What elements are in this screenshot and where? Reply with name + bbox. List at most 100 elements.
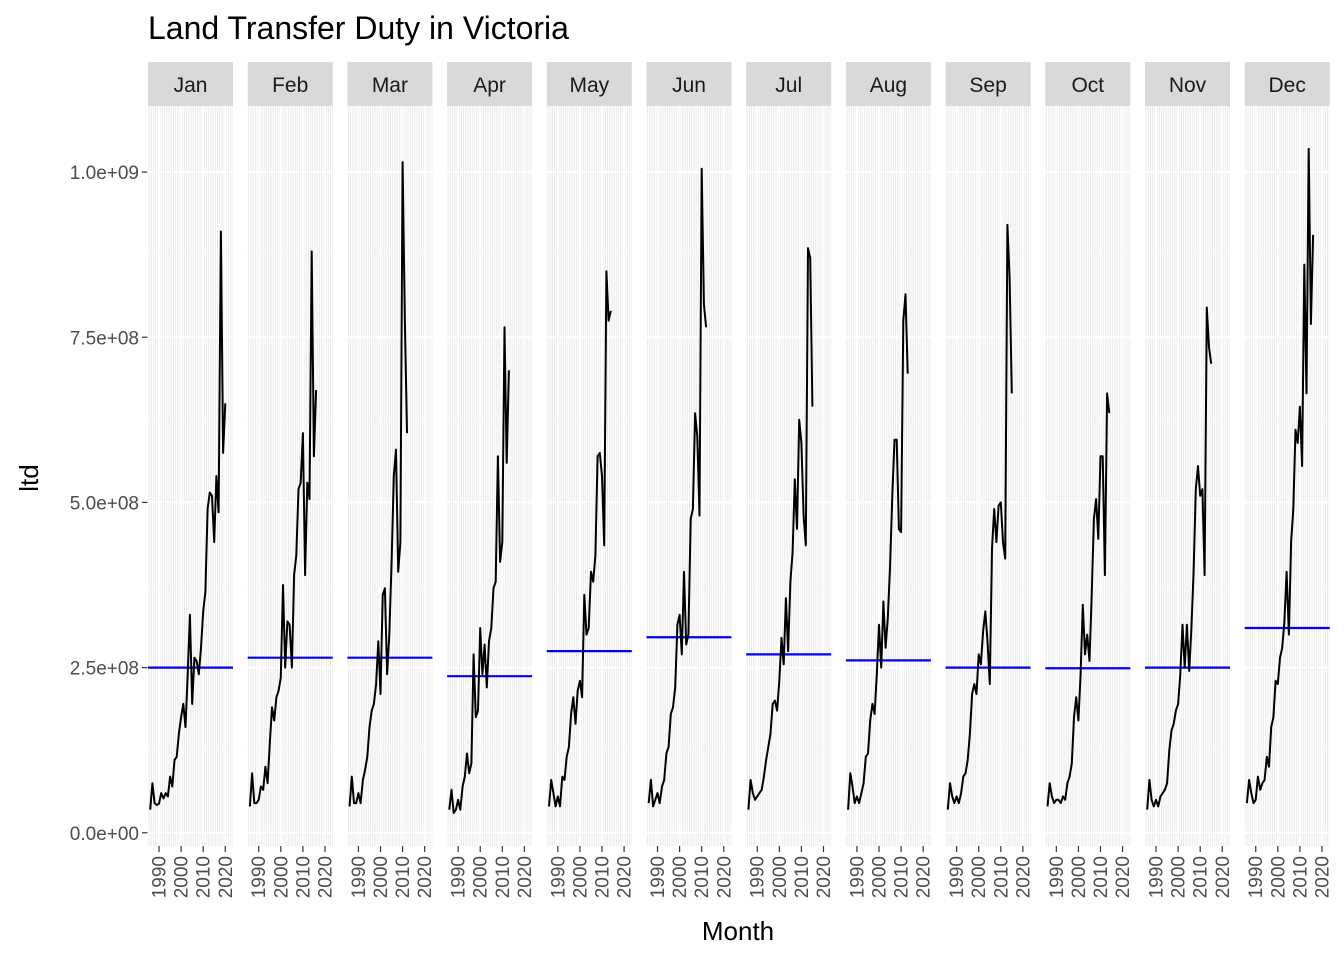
facet-strip-label: Apr <box>473 74 506 97</box>
facet-panel-sep: Sep 1990 2000 2010 2020 <box>945 62 1034 898</box>
x-tick-label: 2010 <box>991 856 1012 898</box>
facet-panel-nov: Nov 1990 2000 2010 2020 <box>1144 62 1234 898</box>
x-tick-label: 2020 <box>1213 856 1234 898</box>
x-tick-label: 2010 <box>1091 856 1112 898</box>
y-tick-label: 2.5e+08 <box>70 659 139 680</box>
series-line <box>248 250 318 807</box>
y-tick-label: 1.0e+09 <box>70 163 139 184</box>
x-tick-label: 2000 <box>172 856 193 898</box>
x-tick-label: 1990 <box>150 856 171 898</box>
x-tick-label: 2020 <box>216 856 237 898</box>
x-tick-label: 2010 <box>593 856 614 898</box>
x-tick-label: 2010 <box>1191 856 1212 898</box>
x-tick-label: 2010 <box>194 856 215 898</box>
series-line <box>1245 147 1315 805</box>
x-tick-label: 2010 <box>892 856 913 898</box>
facet-strip <box>148 62 233 106</box>
x-tick-label: 2020 <box>914 856 935 898</box>
x-tick-label: 2010 <box>1290 856 1311 898</box>
x-tick-label: 2020 <box>515 856 536 898</box>
x-tick-label: 1990 <box>947 856 968 898</box>
x-tick-label: 2010 <box>293 856 314 898</box>
facet-strip-label: Jan <box>174 74 208 97</box>
facet-panel-apr: Apr 1990 2000 2010 2020 <box>446 62 536 898</box>
facet-strip-label: Dec <box>1269 74 1306 97</box>
x-tick-label: 1990 <box>449 856 470 898</box>
x-tick-label: 2000 <box>1268 856 1289 898</box>
facet-strip <box>646 62 732 106</box>
chart-title: Land Transfer Duty in Victoria <box>148 10 569 46</box>
x-tick-label: 1990 <box>1047 856 1068 898</box>
facet-strip-label: Feb <box>272 74 308 97</box>
y-axis-title: ltd <box>14 464 44 491</box>
facet-strip-label: Jun <box>672 74 706 97</box>
facet-strip <box>945 62 1031 106</box>
series-line <box>348 161 408 807</box>
x-tick-label: 1990 <box>548 856 569 898</box>
y-axis: 0.0e+00 2.5e+08 5.0e+08 7.5e+08 1.0e+09 <box>70 163 148 845</box>
facet-panel-jun: Jun 1990 2000 2010 2020 <box>645 62 735 898</box>
facet-strip-label: Jul <box>775 74 802 97</box>
facet-strip <box>447 62 533 106</box>
x-tick-label: 1990 <box>847 856 868 898</box>
facet-panel-jan: Jan 1990 2000 2010 2020 <box>147 62 237 898</box>
x-tick-label: 2020 <box>316 856 337 898</box>
y-tick-label: 0.0e+00 <box>70 824 139 845</box>
x-tick-label: 2000 <box>471 856 492 898</box>
x-tick-label: 2020 <box>814 856 835 898</box>
series-line <box>1046 392 1111 807</box>
facet-strip <box>845 62 931 106</box>
facet-panel-dec: Dec 1990 2000 2010 2020 <box>1244 62 1334 898</box>
x-tick-label: 2010 <box>792 856 813 898</box>
facet-panel-aug: Aug 1990 2000 2010 2020 <box>845 62 935 898</box>
x-tick-label: 1990 <box>249 856 270 898</box>
series-line <box>847 293 909 810</box>
facet-panel-jul: Jul 1990 2000 2010 2020 <box>745 62 835 898</box>
x-tick-label: 2020 <box>615 856 636 898</box>
facet-strip <box>1145 62 1230 106</box>
series-line <box>149 230 227 810</box>
x-tick-label: 1990 <box>648 856 669 898</box>
x-tick-label: 2000 <box>870 856 891 898</box>
x-tick-label: 2000 <box>670 856 691 898</box>
series-line <box>647 167 708 808</box>
x-tick-label: 1990 <box>1246 856 1267 898</box>
x-tick-label: 1990 <box>349 856 370 898</box>
facet-panel-oct: Oct 1990 2000 2010 2020 <box>1044 62 1134 898</box>
x-tick-label: 1990 <box>1147 856 1168 898</box>
facet-panel-mar: Mar 1990 2000 2010 2020 <box>346 62 436 898</box>
x-tick-label: 1990 <box>748 856 769 898</box>
x-tick-label: 2020 <box>415 856 436 898</box>
x-tick-label: 2000 <box>1169 856 1190 898</box>
x-tick-label: 2000 <box>969 856 990 898</box>
facet-strip <box>1244 62 1330 106</box>
y-tick-label: 7.5e+08 <box>70 328 139 349</box>
series-line <box>448 326 510 814</box>
x-tick-label: 2010 <box>493 856 514 898</box>
facet-strip-label: May <box>569 74 609 97</box>
x-tick-label: 2000 <box>770 856 791 898</box>
series-line <box>548 270 612 808</box>
series-line <box>747 247 814 810</box>
x-tick-label: 2000 <box>271 856 292 898</box>
x-tick-label: 2010 <box>692 856 713 898</box>
x-tick-label: 2000 <box>570 856 591 898</box>
facet-strip <box>347 62 433 106</box>
facet-strip <box>546 62 632 106</box>
facet-strip <box>746 62 832 106</box>
facet-panel-feb: Feb 1990 2000 2010 2020 <box>247 62 337 898</box>
x-tick-label: 2000 <box>371 856 392 898</box>
facet-strip <box>1045 62 1131 106</box>
x-tick-label: 2020 <box>1113 856 1134 898</box>
series-line <box>946 223 1013 810</box>
facet-strip-label: Sep <box>969 74 1006 97</box>
facet-strip <box>247 62 333 106</box>
y-tick-label: 5.0e+08 <box>70 493 139 514</box>
facet-panel-may: May 1990 2000 2010 2020 <box>546 62 636 898</box>
x-tick-label: 2020 <box>714 856 735 898</box>
facet-strip-label: Mar <box>372 74 408 97</box>
x-axis-title: Month <box>702 916 774 946</box>
facet-strip-label: Oct <box>1071 74 1104 97</box>
